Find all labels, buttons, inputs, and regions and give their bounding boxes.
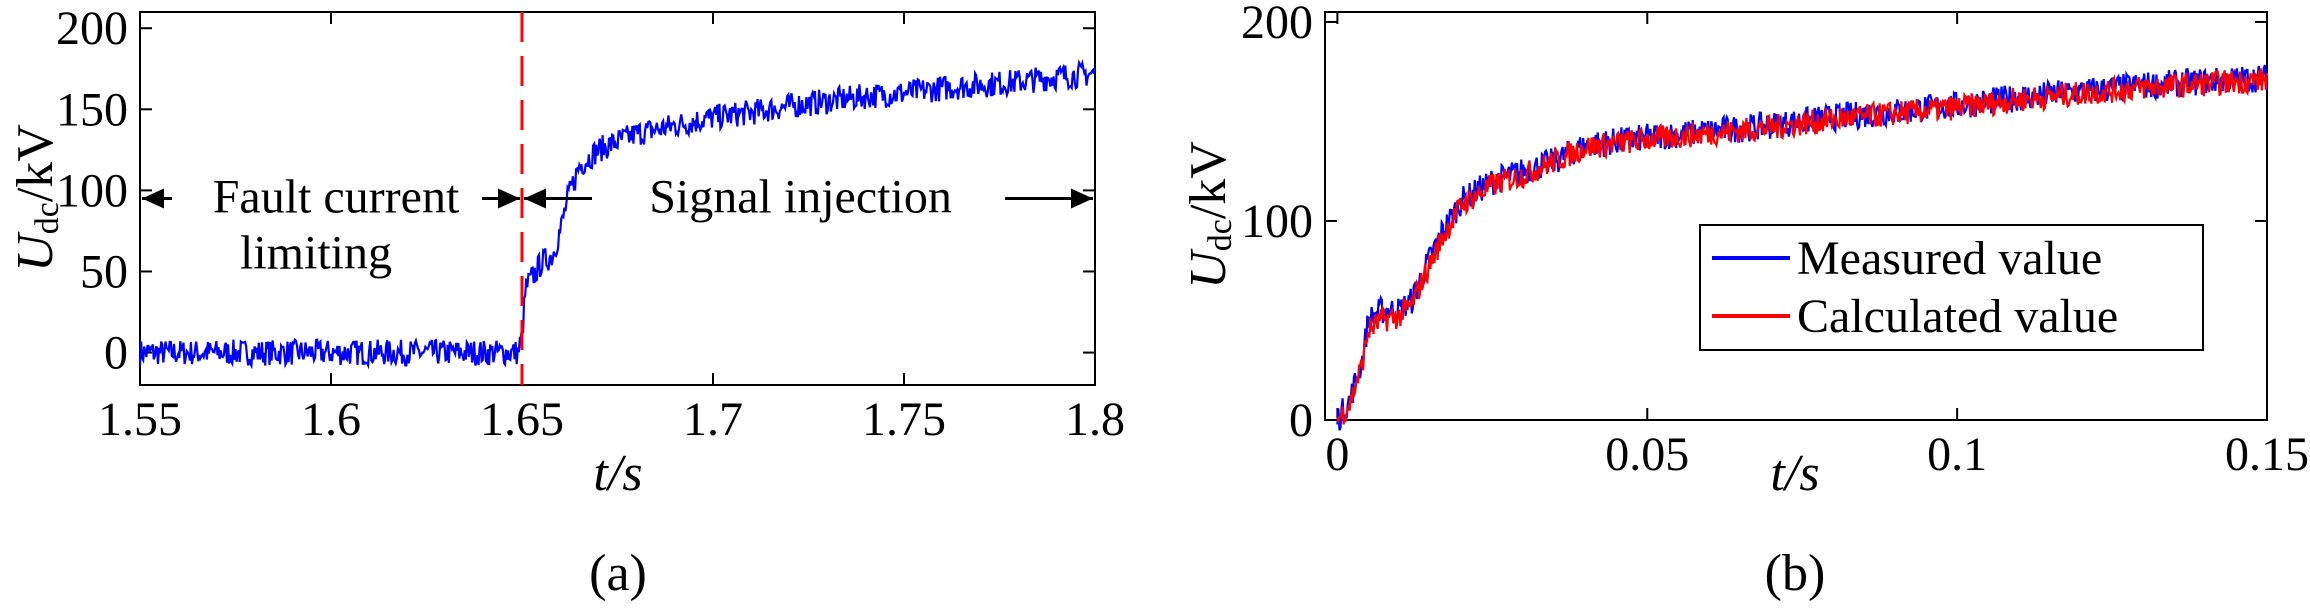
panel-b-x-tick-label: 0.05	[1605, 428, 1689, 481]
panel-b-y-axis-title: Udc/kV	[1180, 141, 1239, 289]
panel-a-y-tick-label: 50	[80, 245, 128, 298]
panel-a-series	[138, 58, 1097, 370]
panel-b-series	[1336, 64, 2269, 431]
panel-b: 0 100 200 0 0.05 0.1 0.15 Measured value Calc…	[1180, 0, 2309, 602]
panel-b-ylabel-unit: /kV	[1180, 141, 1237, 219]
legend-box	[1699, 224, 2204, 351]
panel-a-x-tick-label: 1.7	[683, 393, 743, 446]
panel-b-x-axis-title: t/s	[1770, 445, 1819, 502]
legend-label-calculated: Calculated value	[1797, 290, 2118, 343]
fault-arrow-head-right	[498, 188, 520, 209]
panel-a-series-line-udc	[138, 58, 1097, 370]
panel-b-y-tick-label: 200	[1241, 0, 1313, 49]
panel-b-y-tick-label: 100	[1241, 195, 1313, 248]
panel-a-x-tick-label: 1.75	[862, 393, 946, 446]
annotation-signal-injection: Signal injection	[649, 171, 952, 224]
panel-a-ylabel-main: U	[7, 231, 64, 272]
panel-a-ylabel-unit: /kV	[7, 124, 64, 202]
fault-arrow-head-left	[142, 188, 164, 209]
panel-a-x-tick-label: 1.8	[1065, 393, 1125, 446]
panel-a-ylabel-sub: dc	[29, 202, 66, 234]
panel-a-plot-frame	[139, 11, 1096, 386]
panel-a-y-tick-label: 100	[56, 164, 128, 217]
panel-a-label: (a)	[589, 545, 647, 602]
panel-a-x-axis-title: t/s	[593, 445, 642, 502]
panel-b-x-tick-label: 0.15	[2225, 428, 2309, 481]
panel-b-y-tick-label: 0	[1289, 394, 1313, 447]
legend-label-measured: Measured value	[1797, 232, 2102, 285]
panel-a-x-tick-label: 1.55	[98, 393, 182, 446]
signal-arrow-head-right	[1071, 188, 1093, 209]
panel-a-y-tick-label: 0	[104, 327, 128, 380]
signal-arrow-head-left	[524, 188, 546, 209]
panel-a-y-tick-label: 150	[56, 83, 128, 136]
panel-b-ylabel-sub: dc	[1202, 219, 1239, 251]
panel-a-y-tick-label: 200	[56, 2, 128, 55]
panel-b-label: (b)	[1765, 545, 1826, 602]
panel-b-ylabel-main: U	[1180, 248, 1237, 289]
panel-b-legend: Measured value Calculated value	[1699, 224, 2204, 351]
panel-a-y-ticks: 0 50 100 150 200	[56, 2, 1095, 380]
panel-a-y-axis-title: Udc/kV	[7, 124, 66, 272]
panel-b-series-line-calculated-value	[1336, 68, 2269, 425]
panel-a-x-tick-label: 1.65	[480, 393, 564, 446]
panel-b-plot-frame	[1324, 11, 2268, 421]
panel-b-x-ticks: 0 0.05 0.1 0.15	[1325, 12, 2309, 481]
panel-a: 0 50 100 150 200 1.55 1.6 1.65 1.7 1.75 1.8 Fault…	[7, 2, 1125, 602]
annotation-fault-current-line2: limiting	[240, 227, 392, 280]
panel-b-y-ticks: 0 100 200	[1241, 0, 2267, 447]
panel-a-x-ticks: 1.55 1.6 1.65 1.7 1.75 1.8	[98, 12, 1125, 446]
panel-b-x-tick-label: 0.1	[1927, 428, 1987, 481]
panel-a-x-tick-label: 1.6	[301, 393, 361, 446]
panel-b-x-tick-label: 0	[1325, 428, 1349, 481]
annotation-fault-current-line1: Fault current	[213, 171, 460, 224]
